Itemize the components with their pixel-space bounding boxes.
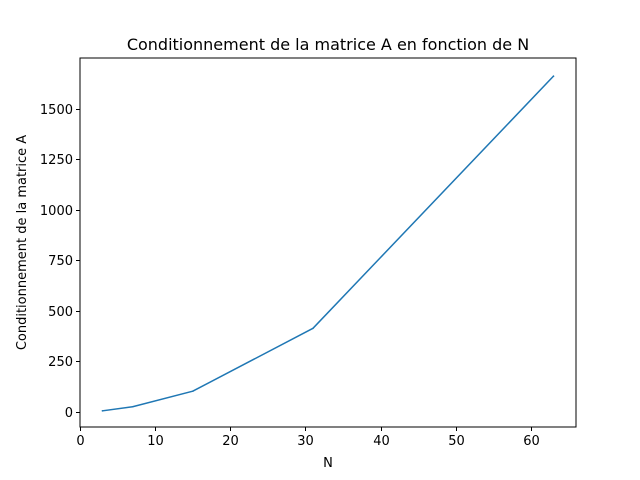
data-point <box>191 390 194 392</box>
y-tick-label: 1500 <box>40 103 73 118</box>
x-tick-label: 50 <box>448 434 465 449</box>
data-point <box>552 75 555 77</box>
y-tick-label: 1250 <box>40 153 73 168</box>
y-axis-label: Conditionnement de la matrice A <box>15 135 30 350</box>
y-tick-label: 250 <box>48 355 73 370</box>
y-tick-label: 1000 <box>40 204 73 219</box>
x-axis-ticks: 0 10 20 30 40 50 60 <box>76 427 540 449</box>
x-axis-label: N <box>323 456 333 471</box>
x-tick-label: 0 <box>76 434 84 449</box>
data-point <box>312 327 314 330</box>
x-tick-label: 40 <box>373 434 390 449</box>
x-tick-label: 30 <box>297 434 314 449</box>
plot-area <box>101 75 555 412</box>
y-axis-ticks: 0 250 500 750 1000 1250 1500 <box>40 103 80 421</box>
axes-frame <box>79 57 577 428</box>
x-tick-label: 10 <box>147 434 164 449</box>
x-tick-label: 60 <box>523 434 540 449</box>
y-tick-label: 500 <box>48 305 73 320</box>
x-tick-label: 20 <box>222 434 239 449</box>
data-point <box>131 406 134 408</box>
data-point <box>101 410 104 412</box>
y-tick-label: 750 <box>48 254 73 269</box>
chart-title: Conditionnement de la matrice A en fonct… <box>127 35 529 54</box>
y-tick-label: 0 <box>65 406 73 421</box>
